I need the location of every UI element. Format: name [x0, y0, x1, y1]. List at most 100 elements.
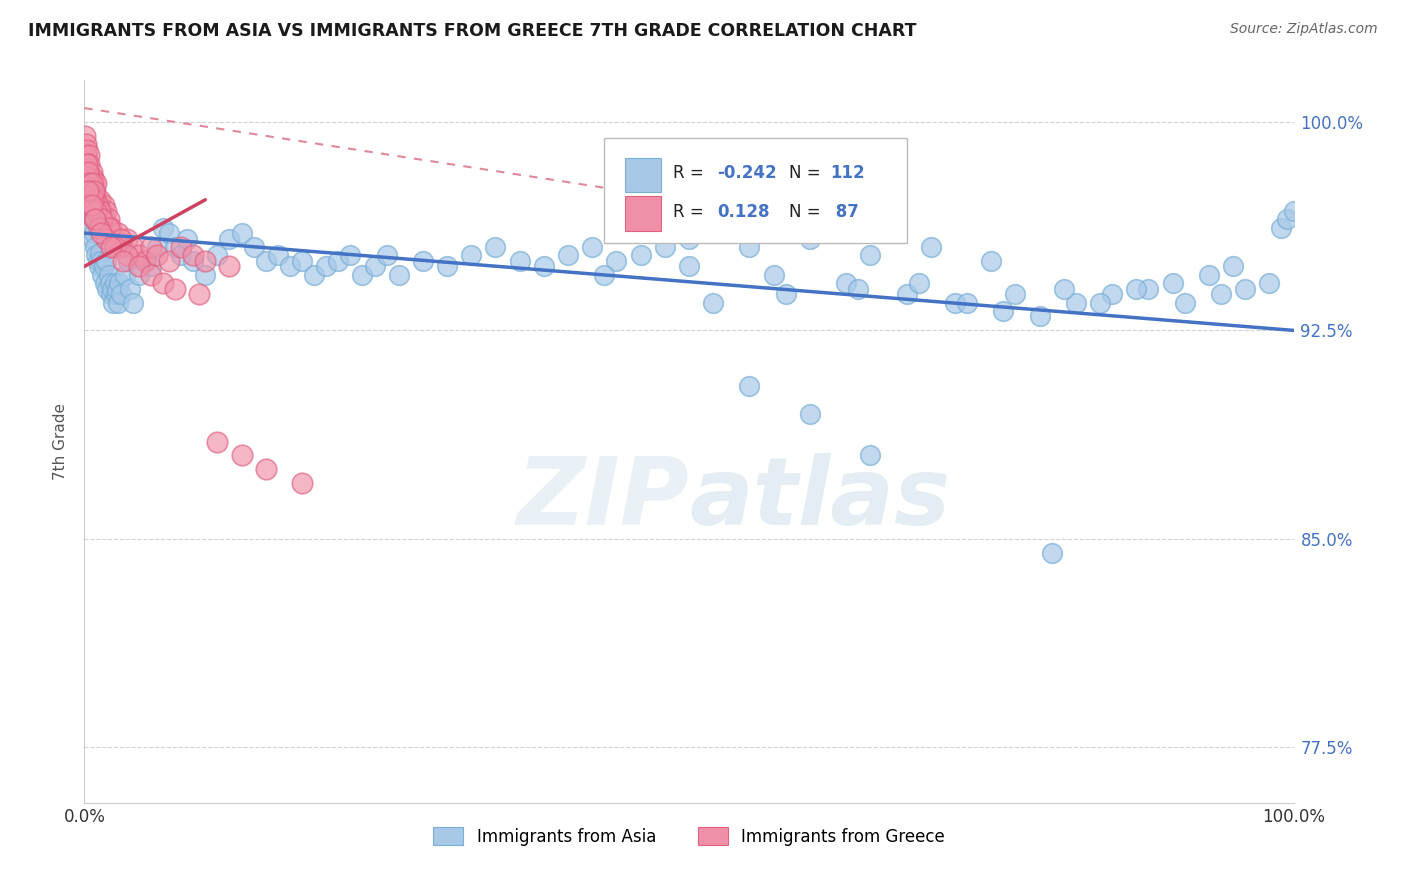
Point: [90, 212, 112, 227]
FancyBboxPatch shape: [624, 196, 661, 230]
Point: [83, 198, 105, 212]
Point: [581, 240, 603, 254]
Point: [139, 260, 162, 274]
Point: [86, 203, 108, 218]
Point: [352, 268, 374, 282]
Point: [87, 203, 110, 218]
Point: [84, 185, 107, 199]
Point: [139, 240, 162, 254]
Point: [77, 156, 100, 170]
Point: [121, 295, 143, 310]
Point: [110, 240, 132, 254]
Point: [139, 268, 162, 282]
Point: [1258, 276, 1281, 290]
Point: [97, 268, 120, 282]
Point: [907, 276, 929, 290]
Point: [1209, 287, 1232, 301]
Point: [835, 276, 858, 290]
Point: [1053, 282, 1076, 296]
Point: [799, 232, 821, 246]
Point: [115, 232, 138, 246]
Point: [90, 212, 112, 227]
Point: [80, 198, 103, 212]
Point: [1198, 268, 1220, 282]
Point: [83, 226, 105, 240]
Point: [146, 240, 169, 254]
Point: [79, 176, 101, 190]
Point: [75, 148, 97, 162]
Point: [112, 254, 135, 268]
Point: [943, 295, 966, 310]
Point: [89, 193, 111, 207]
Text: Source: ZipAtlas.com: Source: ZipAtlas.com: [1230, 22, 1378, 37]
Point: [194, 254, 217, 268]
Point: [86, 254, 108, 268]
Point: [84, 212, 107, 227]
Point: [89, 245, 111, 260]
Point: [107, 295, 129, 310]
Point: [980, 254, 1002, 268]
Point: [83, 185, 105, 199]
Point: [80, 193, 103, 207]
Point: [557, 248, 579, 262]
Point: [165, 282, 187, 296]
Point: [315, 260, 337, 274]
Point: [859, 449, 882, 463]
Point: [702, 295, 724, 310]
Point: [91, 212, 114, 227]
Point: [1270, 220, 1292, 235]
Point: [91, 203, 114, 218]
Point: [82, 193, 104, 207]
Point: [1174, 295, 1197, 310]
Point: [1282, 203, 1305, 218]
Point: [1088, 295, 1111, 310]
Point: [87, 220, 110, 235]
Text: 112: 112: [831, 164, 865, 182]
Point: [83, 193, 105, 207]
Point: [84, 176, 107, 190]
Point: [412, 254, 434, 268]
Text: R =: R =: [673, 164, 709, 182]
Point: [291, 254, 314, 268]
Point: [80, 185, 103, 199]
Point: [79, 198, 101, 212]
Point: [152, 220, 174, 235]
Point: [86, 203, 108, 218]
Point: [859, 248, 882, 262]
Point: [302, 268, 325, 282]
Point: [87, 260, 110, 274]
Point: [94, 232, 117, 246]
Point: [82, 232, 104, 246]
Point: [120, 282, 142, 296]
Point: [956, 295, 979, 310]
Point: [775, 287, 797, 301]
Point: [83, 212, 105, 227]
Point: [94, 203, 117, 218]
Point: [207, 248, 229, 262]
Point: [91, 268, 114, 282]
Text: 87: 87: [831, 202, 859, 221]
Point: [84, 240, 107, 254]
Point: [1101, 287, 1123, 301]
Point: [388, 268, 411, 282]
Point: [188, 287, 211, 301]
Point: [110, 287, 132, 301]
Point: [97, 212, 120, 227]
Point: [134, 254, 156, 268]
Point: [328, 254, 350, 268]
Point: [77, 185, 100, 199]
Point: [509, 254, 531, 268]
Point: [75, 137, 97, 152]
Point: [93, 260, 115, 274]
Point: [1004, 287, 1026, 301]
Point: [83, 176, 105, 190]
Point: [77, 170, 100, 185]
Point: [86, 193, 108, 207]
Point: [1234, 282, 1257, 296]
Point: [1277, 212, 1299, 227]
Point: [242, 240, 264, 254]
Point: [77, 212, 100, 227]
Text: atlas: atlas: [689, 453, 950, 545]
Point: [104, 276, 127, 290]
Point: [231, 449, 253, 463]
